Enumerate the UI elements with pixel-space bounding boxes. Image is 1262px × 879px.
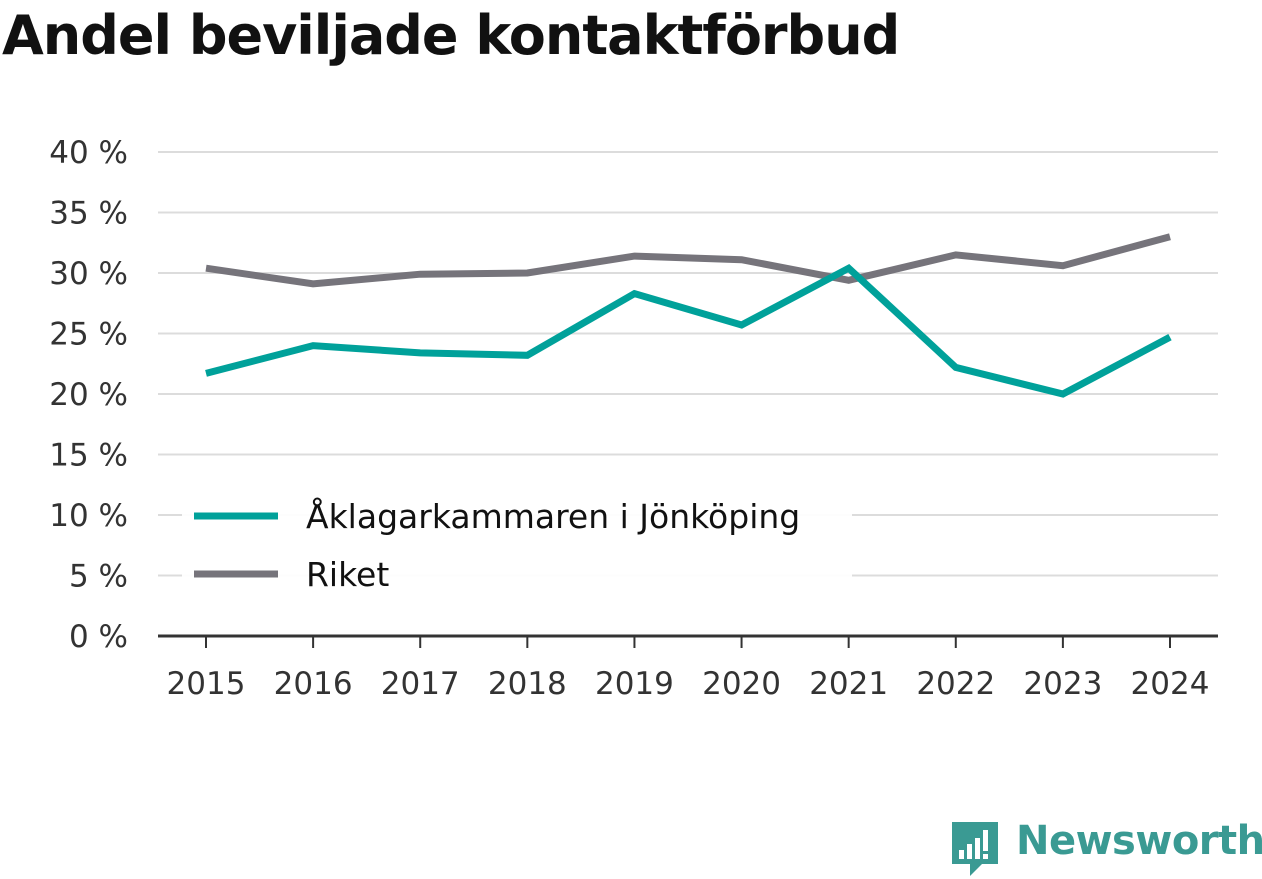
y-tick-label: 30 % <box>49 256 128 292</box>
axes: 0 % 5 % 10 % 15 % 20 % 25 % 30 % 35 % 40 % 2015 20… <box>49 135 1218 702</box>
x-tick-label: 2017 <box>381 666 460 702</box>
series-line-0 <box>205 263 1172 398</box>
x-tick-label: 2023 <box>1023 666 1102 702</box>
newsworthy-logo-icon <box>952 822 998 876</box>
y-tick-label: 10 % <box>49 498 128 534</box>
x-tick-label: 2020 <box>702 666 781 702</box>
logo-bar-2 <box>967 844 972 859</box>
x-tick-label: 2021 <box>809 666 888 702</box>
series-line-1 <box>205 233 1171 288</box>
y-tick-label: 20 % <box>49 377 128 413</box>
logo-dot <box>983 854 988 859</box>
legend: Åklagarkammaren i Jönköping Riket <box>182 488 852 596</box>
x-tick-label: 2015 <box>167 666 246 702</box>
legend-label-0: Åklagarkammaren i Jönköping <box>306 496 800 536</box>
logo-bar-3 <box>975 838 980 859</box>
y-tick-label: 40 % <box>49 135 128 171</box>
x-tick-label: 2019 <box>595 666 674 702</box>
y-tick-label: 35 % <box>49 196 128 232</box>
brand-name: Newsworthy <box>1016 818 1262 864</box>
y-tick-label: 0 % <box>69 619 128 655</box>
x-tick-label: 2022 <box>916 666 995 702</box>
legend-background <box>182 488 852 596</box>
logo-bar-4 <box>983 830 988 851</box>
x-tick-label: 2024 <box>1131 666 1210 702</box>
x-tick-label: 2016 <box>274 666 353 702</box>
chart-title: Andel beviljade kontaktförbud <box>2 4 900 67</box>
series-lines <box>205 233 1172 398</box>
y-tick-label: 25 % <box>49 317 128 353</box>
brand-logo: Newsworthy <box>950 818 1262 878</box>
logo-bar-1 <box>959 850 964 859</box>
x-tick-label: 2018 <box>488 666 567 702</box>
legend-label-1: Riket <box>306 555 389 594</box>
y-tick-label: 15 % <box>49 438 128 474</box>
y-tick-label: 5 % <box>69 559 128 595</box>
